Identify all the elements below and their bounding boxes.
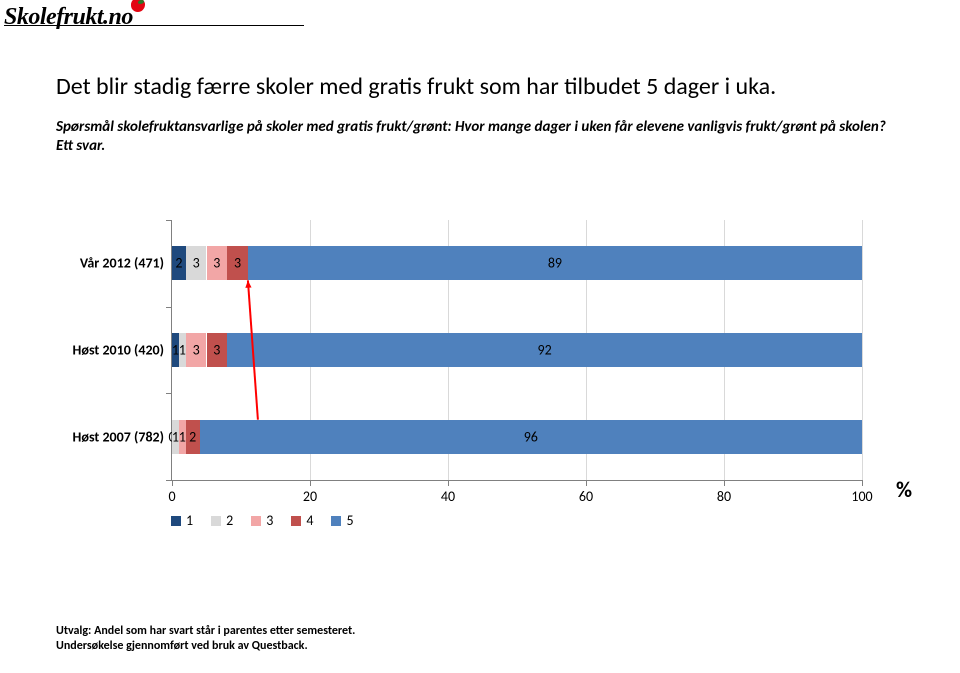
- y-tick: [166, 393, 172, 394]
- legend-item: 2: [211, 512, 233, 529]
- bar-row: 113392: [172, 333, 862, 367]
- bar-row: 011296: [172, 420, 862, 454]
- logo: Skolefrukt.no: [4, 4, 304, 26]
- bar-value-label: 92: [537, 342, 551, 359]
- x-tick: [724, 480, 725, 486]
- percent-symbol: %: [896, 476, 912, 503]
- bar-value-label: 3: [213, 342, 220, 359]
- bar-row: 233389: [172, 246, 862, 280]
- legend-swatch: [171, 516, 181, 526]
- legend-swatch: [291, 516, 301, 526]
- x-tick: [862, 480, 863, 486]
- chart: 020406080100233389113392011296 12345 % V…: [56, 220, 906, 530]
- legend-item: 4: [291, 512, 313, 529]
- bar-value-label: 3: [193, 255, 200, 272]
- legend-swatch: [211, 516, 221, 526]
- bar-value-label: 96: [524, 428, 538, 445]
- bar-value-label: 89: [548, 255, 562, 272]
- legend: 1 2 3 4 5: [171, 512, 354, 529]
- category-label: Høst 2007 (782): [56, 428, 164, 445]
- x-axis-label: 20: [303, 488, 317, 505]
- bar-value-label: 3: [193, 342, 200, 359]
- legend-label: 2: [226, 512, 233, 529]
- logo-text: Skolefrukt.no: [4, 4, 133, 30]
- legend-label: 5: [346, 512, 353, 529]
- x-axis-label: 80: [717, 488, 731, 505]
- legend-swatch: [251, 516, 261, 526]
- x-axis-label: 0: [168, 488, 175, 505]
- category-label: Høst 2010 (420): [56, 342, 164, 359]
- footer-line-2: Undersøkelse gjennomført ved bruk av Que…: [56, 639, 355, 655]
- legend-label: 1: [186, 512, 193, 529]
- x-tick: [172, 480, 173, 486]
- question-subtitle: Spørsmål skolefruktansvarlige på skoler …: [56, 118, 886, 156]
- footer: Utvalg: Andel som har svart står i paren…: [56, 624, 355, 655]
- plot-area: 020406080100233389113392011296: [171, 220, 862, 481]
- gridline: [862, 220, 863, 480]
- page-title: Det blir stadig færre skoler med gratis …: [56, 72, 776, 101]
- x-axis-label: 60: [579, 488, 593, 505]
- legend-item: 1: [171, 512, 193, 529]
- bar-value-label: 3: [213, 255, 220, 272]
- category-label: Vår 2012 (471): [56, 255, 164, 272]
- x-tick: [310, 480, 311, 486]
- x-axis-label: 100: [851, 488, 872, 505]
- bar-value-label: 2: [189, 428, 196, 445]
- footer-line-1: Utvalg: Andel som har svart står i paren…: [56, 624, 355, 640]
- legend-item: 5: [331, 512, 353, 529]
- legend-item: 3: [251, 512, 273, 529]
- bar-value-label: 3: [234, 255, 241, 272]
- y-tick: [166, 220, 172, 221]
- x-axis-label: 40: [441, 488, 455, 505]
- y-tick: [166, 480, 172, 481]
- x-tick: [586, 480, 587, 486]
- legend-label: 4: [306, 512, 313, 529]
- bar-value-label: 2: [175, 255, 182, 272]
- legend-swatch: [331, 516, 341, 526]
- y-tick: [166, 307, 172, 308]
- legend-label: 3: [266, 512, 273, 529]
- x-tick: [448, 480, 449, 486]
